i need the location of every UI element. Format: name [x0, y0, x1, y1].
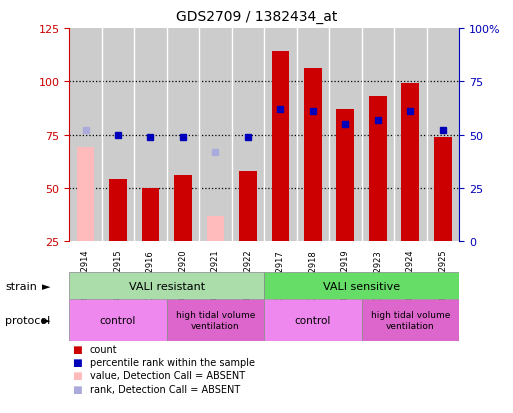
- Bar: [69, 299, 167, 341]
- Text: value, Detection Call = ABSENT: value, Detection Call = ABSENT: [90, 370, 245, 380]
- Bar: [369, 97, 387, 242]
- Text: protocol: protocol: [5, 315, 50, 325]
- Bar: [264, 29, 297, 242]
- Text: VALI sensitive: VALI sensitive: [323, 281, 400, 291]
- Bar: [109, 180, 127, 242]
- Text: ■: ■: [72, 384, 82, 394]
- Bar: [362, 29, 394, 242]
- Bar: [362, 299, 459, 341]
- Bar: [134, 29, 167, 242]
- Text: percentile rank within the sample: percentile rank within the sample: [90, 357, 255, 367]
- Bar: [271, 52, 289, 242]
- Bar: [394, 29, 427, 242]
- Text: control: control: [100, 315, 136, 325]
- Text: ■: ■: [72, 370, 82, 380]
- Bar: [337, 110, 354, 242]
- Bar: [76, 148, 94, 242]
- Bar: [167, 29, 199, 242]
- Text: rank, Detection Call = ABSENT: rank, Detection Call = ABSENT: [90, 384, 240, 394]
- Text: ■: ■: [72, 357, 82, 367]
- Bar: [174, 176, 192, 242]
- Bar: [329, 29, 362, 242]
- Text: ►: ►: [42, 315, 51, 325]
- Bar: [167, 299, 264, 341]
- Bar: [207, 216, 224, 242]
- Bar: [102, 29, 134, 242]
- Bar: [304, 69, 322, 242]
- Text: VALI resistant: VALI resistant: [129, 281, 205, 291]
- Bar: [264, 299, 362, 341]
- Text: ►: ►: [42, 281, 51, 291]
- Text: control: control: [295, 315, 331, 325]
- Bar: [427, 29, 459, 242]
- Bar: [264, 273, 459, 299]
- Text: high tidal volume
ventilation: high tidal volume ventilation: [371, 311, 450, 330]
- Text: ■: ■: [72, 344, 82, 354]
- Bar: [199, 29, 232, 242]
- Bar: [434, 138, 452, 242]
- Text: high tidal volume
ventilation: high tidal volume ventilation: [176, 311, 255, 330]
- Bar: [402, 84, 419, 242]
- Bar: [69, 273, 264, 299]
- Bar: [142, 188, 160, 242]
- Bar: [69, 29, 102, 242]
- Text: count: count: [90, 344, 117, 354]
- Text: strain: strain: [5, 281, 37, 291]
- Bar: [297, 29, 329, 242]
- Text: GDS2709 / 1382434_at: GDS2709 / 1382434_at: [176, 10, 337, 24]
- Bar: [239, 171, 257, 242]
- Bar: [232, 29, 264, 242]
